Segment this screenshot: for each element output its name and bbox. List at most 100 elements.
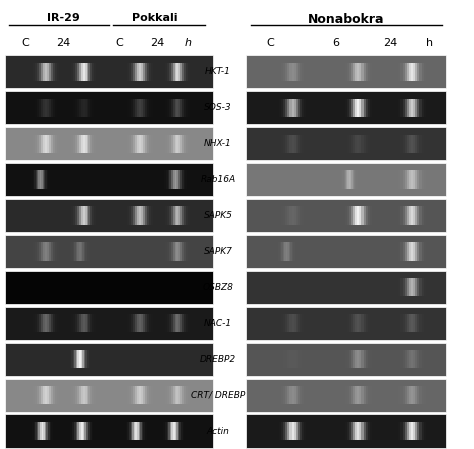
Text: CRT/ DREBP: CRT/ DREBP [191,391,245,400]
Bar [345,207,347,224]
Bar [274,422,277,440]
Bar [287,63,290,81]
Bar [163,63,165,81]
Bar [398,278,401,296]
Bar [413,350,416,368]
Bar [51,63,54,81]
Bar [374,350,377,368]
Bar [119,63,122,81]
Bar [421,207,424,224]
Bar [192,314,194,332]
Bar [359,171,361,189]
Bar [336,171,338,189]
Bar [298,350,301,368]
Bar [61,99,63,117]
Bar [40,422,42,440]
Bar [169,314,171,332]
Bar [351,422,354,440]
Bar [345,63,347,81]
Bar [63,386,65,404]
Bar [296,242,298,260]
Bar [285,350,288,368]
Bar [79,242,81,260]
Bar [94,135,97,153]
Bar [137,386,139,404]
Bar [178,422,180,440]
Bar [336,99,338,117]
Bar [129,63,132,81]
Bar [39,386,42,404]
Bar [173,63,175,81]
Bar [428,207,430,224]
Bar [192,386,194,404]
Bar [426,207,428,224]
Bar [360,171,362,189]
Bar [356,171,358,189]
Bar [421,242,424,260]
Bar [409,242,411,260]
Bar [87,386,89,404]
Bar [274,386,277,404]
Bar [173,242,175,260]
Bar [87,242,89,260]
Bar [159,314,161,332]
Bar [401,207,403,224]
Bar [353,135,356,153]
Bar [151,386,153,404]
Bar [426,422,428,440]
Bar [304,350,307,368]
Bar [364,350,366,368]
Bar [31,135,34,153]
Bar [123,422,125,440]
Bar [182,242,185,260]
Bar [274,350,277,368]
Bar [402,386,405,404]
Bar [176,63,179,81]
FancyBboxPatch shape [5,235,213,268]
Bar [394,207,397,224]
Bar [415,386,418,404]
Bar [287,99,290,117]
Text: C: C [266,38,274,48]
Text: NHX-1: NHX-1 [204,139,232,148]
Bar [174,242,177,260]
Bar [61,314,63,332]
Bar [27,386,30,404]
Bar [73,135,75,153]
Bar [353,386,356,404]
Bar [171,63,173,81]
Bar [157,171,159,189]
Bar [135,314,137,332]
Bar [119,135,122,153]
Bar [149,207,151,224]
Bar [430,350,433,368]
Bar [66,242,68,260]
Bar [401,350,403,368]
Bar [133,135,136,153]
Bar [280,242,282,260]
Bar [290,207,292,224]
Bar [33,99,36,117]
Bar [155,99,157,117]
Bar [365,63,368,81]
Bar [192,242,194,260]
Bar [29,135,32,153]
Bar [33,314,36,332]
Bar [340,63,343,81]
Bar [44,171,46,189]
Bar [411,171,413,189]
Bar [65,99,67,117]
Bar [55,422,56,440]
Bar [272,242,274,260]
Bar [167,99,169,117]
Bar [43,386,46,404]
Bar [32,422,34,440]
FancyBboxPatch shape [5,163,213,196]
Bar [94,207,97,224]
Bar [134,422,136,440]
Bar [415,135,418,153]
Bar [100,63,102,81]
Bar [47,242,49,260]
Bar [182,422,184,440]
Bar [287,386,290,404]
